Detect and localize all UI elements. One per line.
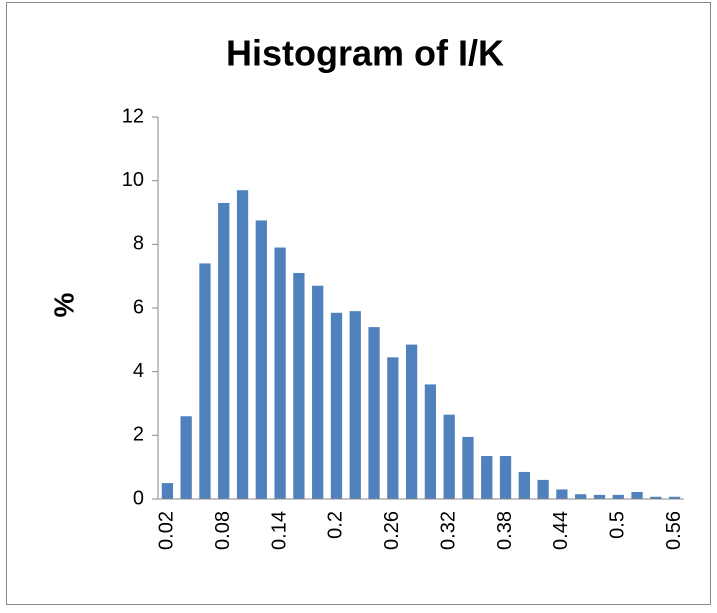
x-tick-label: 0.44	[550, 511, 572, 550]
y-tick-label: 2	[133, 424, 144, 446]
chart-title: Histogram of I/K	[226, 33, 504, 74]
bar	[612, 494, 624, 499]
bar	[650, 496, 662, 499]
y-tick-label: 8	[133, 233, 144, 255]
bar	[405, 344, 418, 499]
bar	[593, 494, 606, 499]
x-tick-label: 0.08	[212, 511, 234, 550]
x-tick-label: 0.14	[268, 511, 290, 550]
y-axis-label: %	[48, 292, 79, 317]
bar	[293, 272, 305, 499]
bar	[199, 263, 211, 499]
bar	[274, 247, 286, 499]
x-tick-label: 0.26	[381, 511, 403, 550]
bar	[368, 327, 380, 499]
bar	[518, 471, 530, 499]
x-tick-label: 0.2	[325, 511, 347, 539]
y-tick-label: 6	[133, 296, 144, 318]
bar	[462, 436, 474, 499]
y-tick-label: 12	[122, 105, 144, 127]
bar	[255, 220, 267, 500]
bar	[180, 416, 192, 499]
bar	[236, 190, 249, 499]
bar	[424, 384, 437, 499]
bar	[631, 491, 643, 499]
bar	[537, 479, 549, 499]
bar	[556, 489, 568, 499]
bar	[312, 285, 324, 499]
chart-frame	[6, 2, 711, 605]
x-tick-label: 0.38	[494, 511, 516, 550]
x-tick-label: 0.56	[663, 511, 685, 550]
bar	[387, 357, 399, 499]
y-tick-label: 4	[133, 360, 144, 382]
bar	[481, 456, 493, 499]
x-tick-label: 0.02	[156, 511, 178, 550]
x-tick-label: 0.32	[437, 511, 459, 550]
y-tick-label: 0	[133, 487, 144, 509]
x-tick-label: 0.5	[607, 511, 629, 539]
bar	[443, 414, 455, 499]
bar	[499, 456, 512, 499]
bar	[575, 494, 587, 499]
bar	[161, 483, 174, 499]
bar	[349, 311, 361, 499]
bar	[330, 312, 343, 499]
bar	[668, 496, 681, 499]
y-tick-label: 10	[122, 169, 144, 191]
bar	[218, 202, 230, 499]
